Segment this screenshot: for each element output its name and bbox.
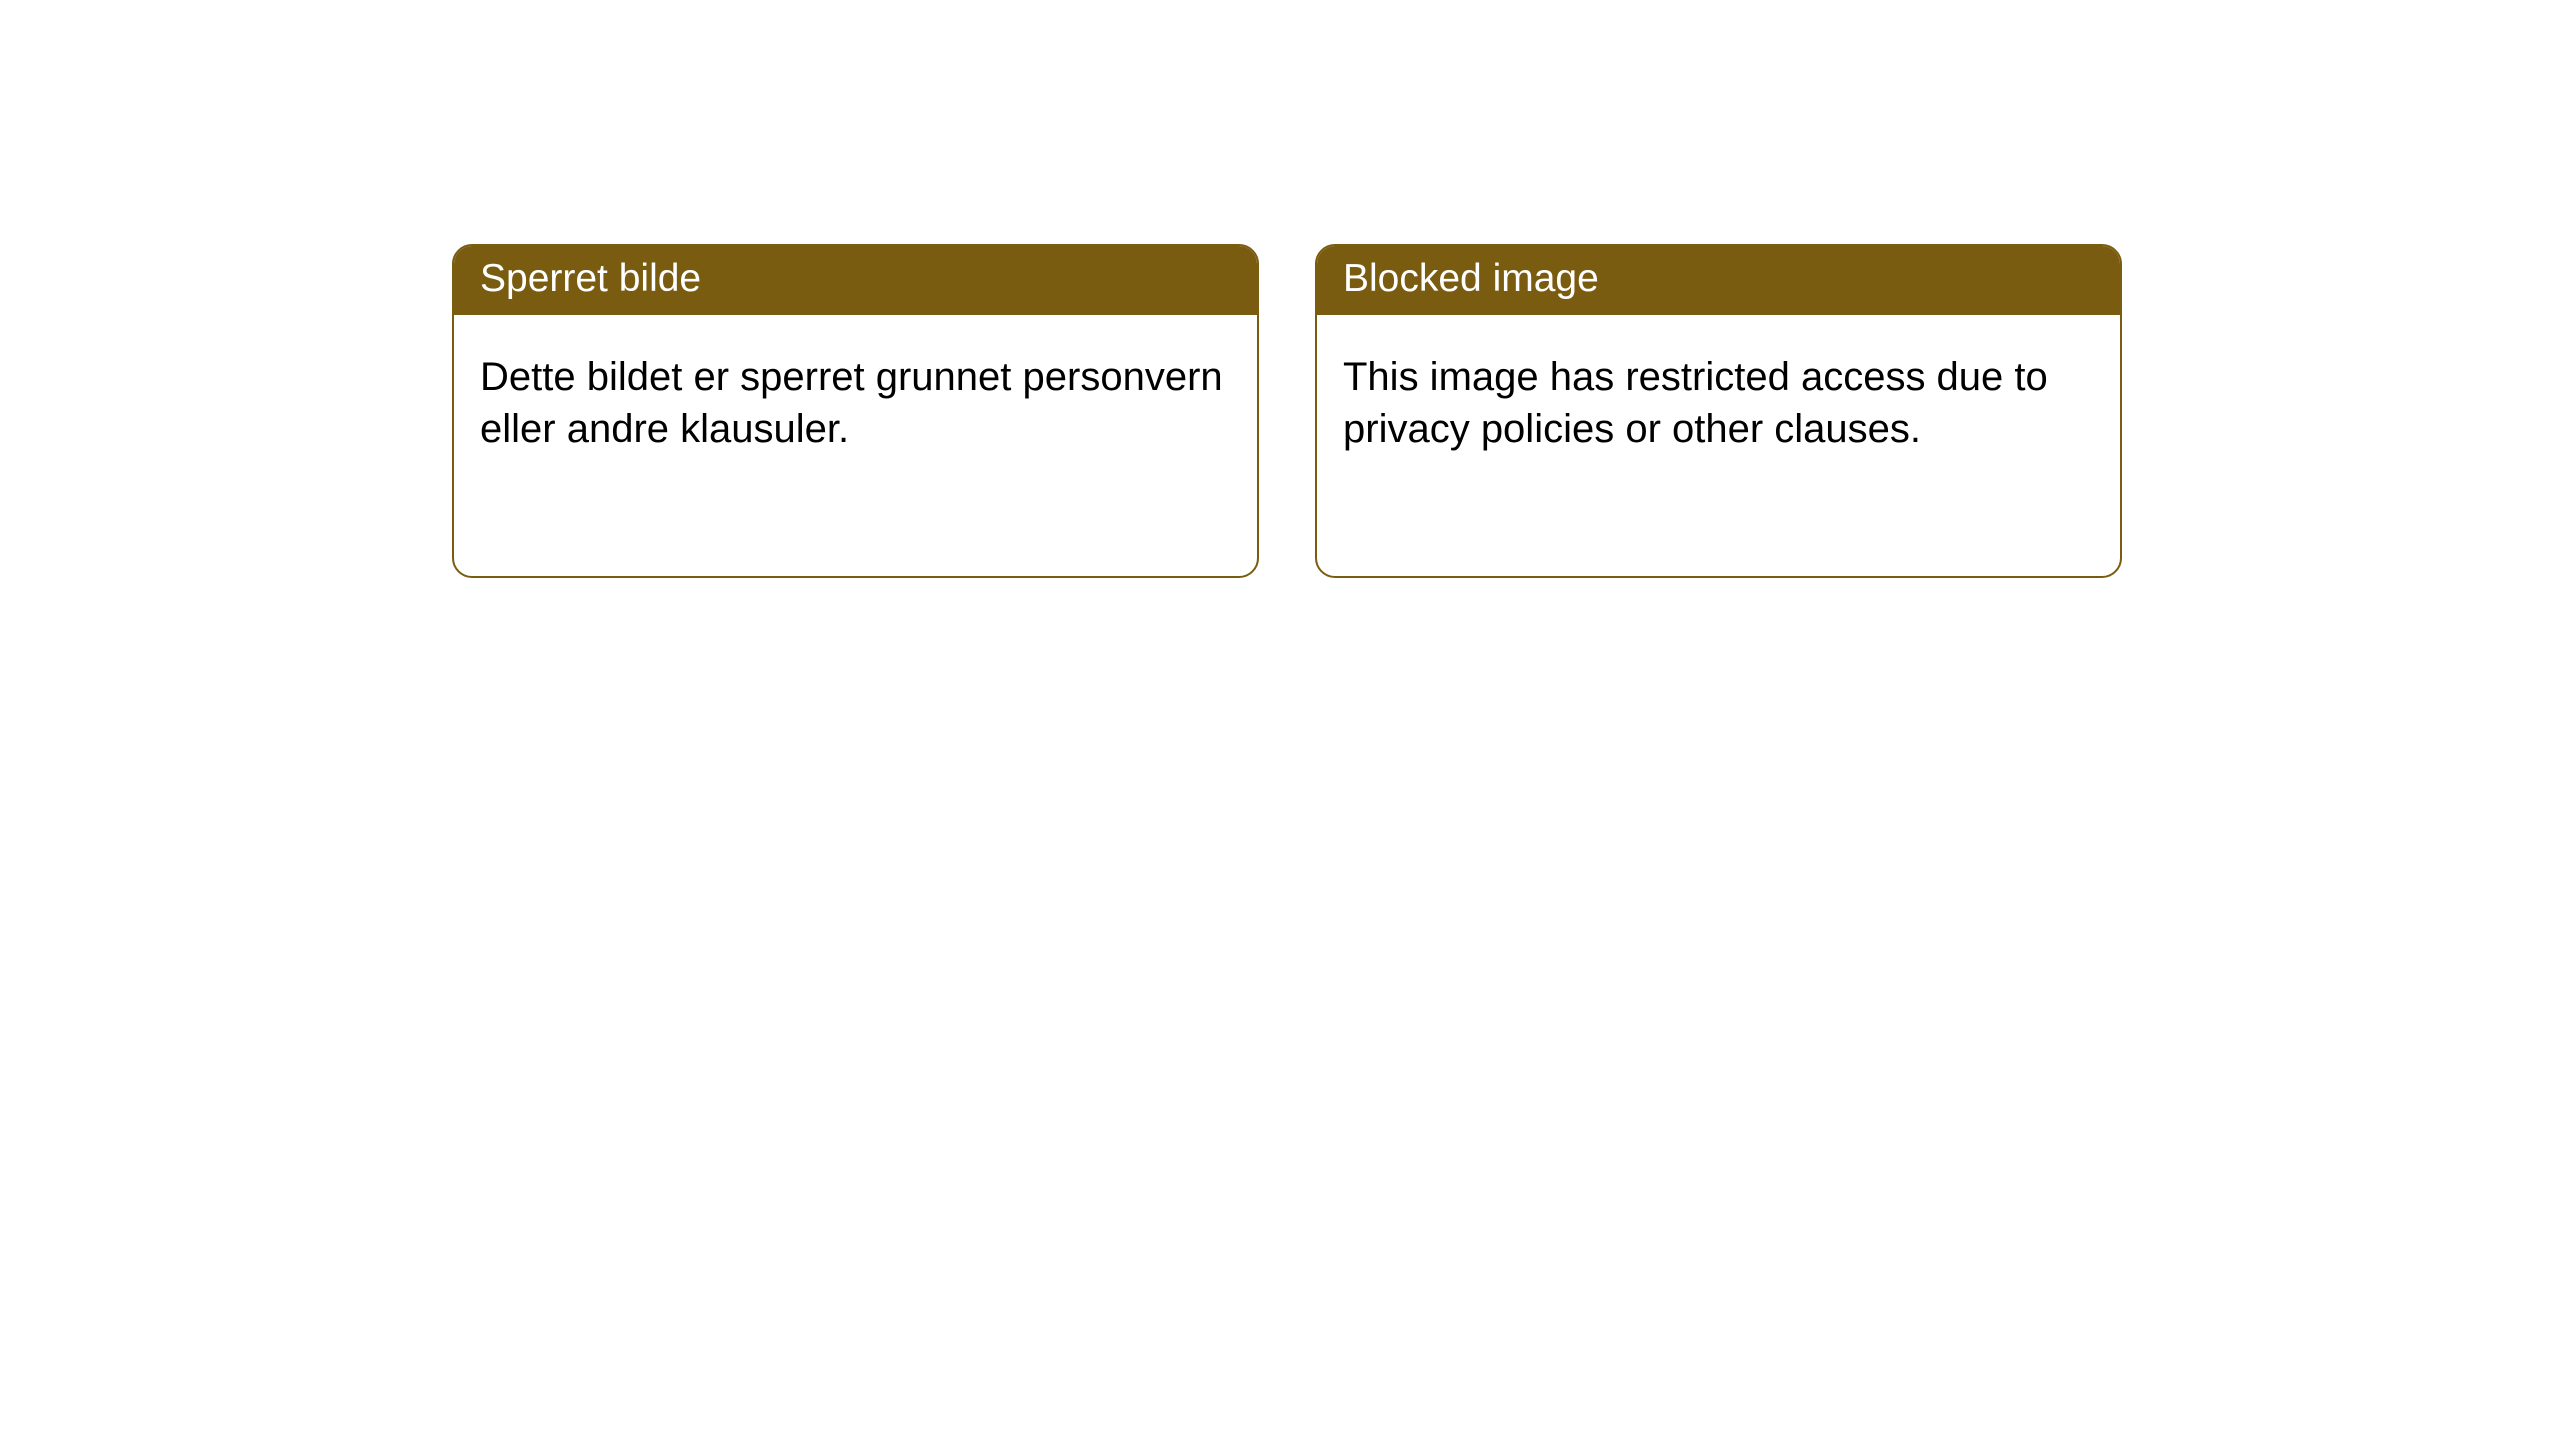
card-body: Dette bildet er sperret grunnet personve… [454,315,1257,481]
card-header: Sperret bilde [454,246,1257,315]
notice-card-norwegian: Sperret bilde Dette bildet er sperret gr… [452,244,1259,578]
notice-card-english: Blocked image This image has restricted … [1315,244,2122,578]
card-body: This image has restricted access due to … [1317,315,2120,481]
card-header: Blocked image [1317,246,2120,315]
notice-card-row: Sperret bilde Dette bildet er sperret gr… [0,0,2560,578]
